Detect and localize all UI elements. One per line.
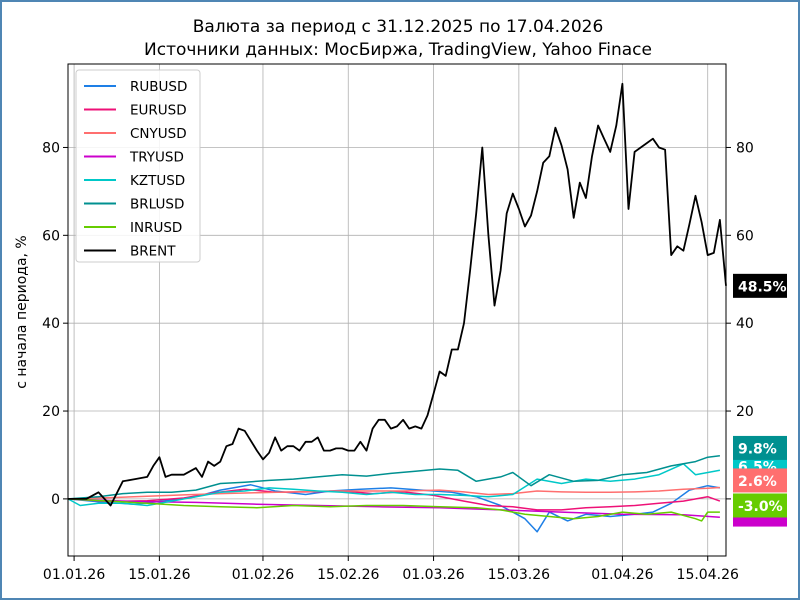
series-lines (67, 82, 727, 533)
chart-title: Валюта за период с 31.12.2025 по 17.04.2… (193, 17, 604, 37)
series-line-kztusd (67, 463, 721, 507)
legend-label-kztusd: KZTUSD (130, 173, 185, 189)
y-tick-label: 0 (51, 492, 60, 508)
end-badge-cnyusd: 2.6% (733, 468, 787, 493)
legend-label-brent: BRENT (130, 244, 176, 260)
x-tick-label: 01.04.26 (591, 567, 653, 583)
x-tick-label: 01.03.26 (402, 567, 464, 583)
legend: RUBUSD EURUSD CNYUSD TRYUSD KZTUSD BRLUSD INRU… (75, 69, 201, 263)
x-tick-label: 15.01.26 (128, 567, 190, 583)
series-line-inrusd (67, 498, 720, 522)
legend-label-tryusd: TRYUSD (129, 150, 184, 166)
y-axis-left: 0 20 40 60 80 (42, 140, 68, 508)
legend-box (75, 69, 201, 263)
end-badge-label: 9.8% (738, 441, 777, 457)
series-line-brent (68, 82, 727, 507)
legend-label-brlusd: BRLUSD (130, 197, 184, 213)
end-badge-label: 2.6% (738, 474, 777, 490)
end-badge-brlusd: 9.8% (733, 435, 787, 460)
y-tick-label-right: 80 (736, 140, 754, 156)
end-badge-bg (733, 273, 787, 298)
y-tick-label-right: 40 (736, 316, 754, 332)
y-tick-label-right: 20 (736, 404, 754, 420)
y-tick-label: 20 (42, 404, 60, 420)
end-badge-bg (733, 468, 787, 493)
legend-label-rubusd: RUBUSD (130, 79, 187, 95)
end-badge-bg (733, 493, 787, 518)
series-line-tryusd (67, 498, 720, 519)
y-tick-label: 40 (42, 316, 60, 332)
y-tick-label-right: 60 (736, 228, 754, 244)
x-tick-label: 01.01.26 (43, 567, 105, 583)
x-tick-label: 01.02.26 (232, 567, 294, 583)
x-tick-label: 15.03.26 (488, 567, 550, 583)
chart-subtitle: Источники данных: МосБиржа, TradingView,… (144, 40, 652, 60)
series-line-brlusd (67, 455, 720, 500)
end-badge-bg (733, 435, 787, 460)
end-value-badges: 48.5%6.5%2.6%9.8%-3.0% (733, 273, 787, 527)
end-badge-brent: 48.5% (733, 273, 787, 298)
end-badge-label: -3.0% (738, 499, 783, 515)
y-tick-label: 60 (42, 228, 60, 244)
plot-area-border (67, 63, 727, 557)
x-tick-label: 15.04.26 (677, 567, 739, 583)
legend-label-inrusd: INRUSD (130, 220, 182, 236)
x-axis: 01.01.26 15.01.26 01.02.26 15.02.26 01.03.26… (43, 556, 739, 583)
end-badge-inrusd: -3.0% (733, 493, 787, 518)
x-tick-label: 15.02.26 (317, 567, 379, 583)
y-axis-label: с начала периода, % (14, 235, 30, 389)
legend-label-cnyusd: CNYUSD (130, 126, 187, 142)
end-badge-label: 48.5% (738, 279, 787, 295)
y-tick-label: 80 (42, 140, 60, 156)
legend-label-eurusd: EURUSD (130, 103, 187, 119)
